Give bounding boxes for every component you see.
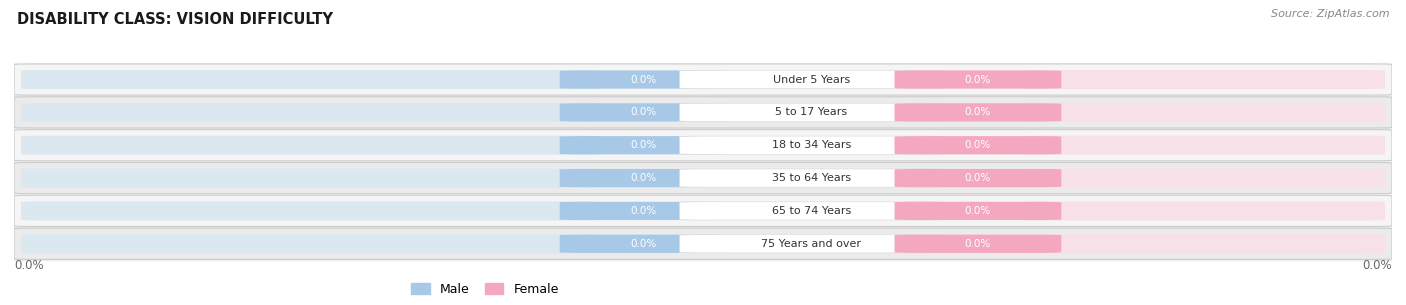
FancyBboxPatch shape [679,235,943,253]
FancyBboxPatch shape [679,169,943,187]
Text: 35 to 64 Years: 35 to 64 Years [772,173,851,183]
FancyBboxPatch shape [560,169,727,187]
FancyBboxPatch shape [894,103,1062,121]
Bar [14,195,1392,227]
FancyBboxPatch shape [21,103,599,122]
FancyBboxPatch shape [560,70,727,89]
FancyBboxPatch shape [894,70,1062,89]
Text: 0.0%: 0.0% [965,206,991,216]
FancyBboxPatch shape [560,202,727,220]
Text: 0.0%: 0.0% [630,107,657,117]
FancyBboxPatch shape [21,169,599,188]
Text: 0.0%: 0.0% [630,239,657,249]
Text: Under 5 Years: Under 5 Years [772,74,849,84]
Text: 0.0%: 0.0% [965,140,991,150]
FancyBboxPatch shape [679,70,943,89]
FancyBboxPatch shape [1022,169,1385,188]
Text: 0.0%: 0.0% [965,74,991,84]
Text: 0.0%: 0.0% [965,107,991,117]
FancyBboxPatch shape [560,103,727,121]
Text: 65 to 74 Years: 65 to 74 Years [772,206,851,216]
Text: DISABILITY CLASS: VISION DIFFICULTY: DISABILITY CLASS: VISION DIFFICULTY [17,12,333,27]
Text: 5 to 17 Years: 5 to 17 Years [775,107,848,117]
Bar [14,63,1392,96]
FancyBboxPatch shape [894,169,1062,187]
FancyBboxPatch shape [560,235,727,253]
FancyBboxPatch shape [1022,234,1385,253]
FancyBboxPatch shape [21,70,599,89]
FancyBboxPatch shape [894,136,1062,154]
FancyBboxPatch shape [1022,103,1385,122]
FancyBboxPatch shape [21,234,599,253]
FancyBboxPatch shape [679,103,943,121]
FancyBboxPatch shape [679,136,943,154]
FancyBboxPatch shape [21,136,599,155]
Text: 0.0%: 0.0% [630,74,657,84]
FancyBboxPatch shape [1022,201,1385,221]
Text: 0.0%: 0.0% [965,173,991,183]
FancyBboxPatch shape [1022,70,1385,89]
Legend: Male, Female: Male, Female [406,278,564,301]
FancyBboxPatch shape [679,202,943,220]
FancyBboxPatch shape [560,136,727,154]
FancyBboxPatch shape [894,202,1062,220]
Text: 0.0%: 0.0% [1362,259,1392,272]
FancyBboxPatch shape [21,201,599,221]
Text: 0.0%: 0.0% [630,173,657,183]
Bar [14,227,1392,260]
Text: 75 Years and over: 75 Years and over [761,239,860,249]
Bar [14,162,1392,195]
FancyBboxPatch shape [1022,136,1385,155]
Text: 0.0%: 0.0% [630,140,657,150]
Text: 18 to 34 Years: 18 to 34 Years [772,140,851,150]
Text: 0.0%: 0.0% [630,206,657,216]
Text: 0.0%: 0.0% [14,259,44,272]
Text: Source: ZipAtlas.com: Source: ZipAtlas.com [1271,9,1389,19]
Text: 0.0%: 0.0% [965,239,991,249]
Bar [14,129,1392,162]
Bar [14,96,1392,129]
FancyBboxPatch shape [894,235,1062,253]
